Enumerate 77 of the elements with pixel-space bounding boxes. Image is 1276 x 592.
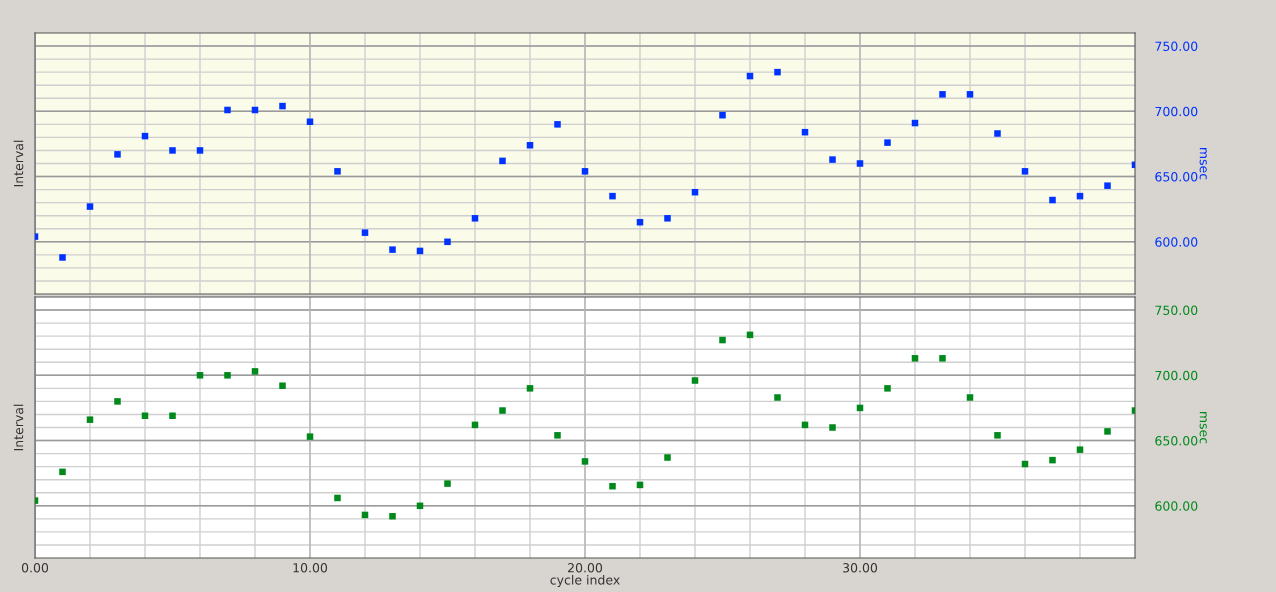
point xyxy=(966,394,974,401)
point xyxy=(609,192,616,200)
x-tick-label: 30.00 xyxy=(843,563,878,573)
y2-axis-title: msec xyxy=(1199,148,1207,180)
text: Interval xyxy=(13,404,24,451)
x-tick-label: 0.00 xyxy=(21,563,49,573)
point xyxy=(939,91,946,98)
point xyxy=(856,160,864,167)
point xyxy=(224,106,231,114)
point xyxy=(169,147,176,154)
y-tick-label: 600.00 xyxy=(1155,501,1198,511)
point xyxy=(444,480,451,487)
point xyxy=(224,372,231,379)
point xyxy=(196,372,204,379)
point xyxy=(114,151,121,158)
point xyxy=(251,368,259,375)
y-tick-label: 750.00 xyxy=(1155,41,1198,51)
point xyxy=(554,121,561,128)
y-tick-label: 650.00 xyxy=(1155,436,1198,446)
point xyxy=(499,157,506,165)
point xyxy=(499,407,506,414)
x-axis-title: cycle index xyxy=(550,574,620,588)
point xyxy=(86,203,94,210)
point xyxy=(59,468,66,476)
point xyxy=(471,215,479,222)
x-tick-label: 10.00 xyxy=(293,563,328,573)
point xyxy=(774,68,781,76)
point xyxy=(1021,168,1029,175)
point xyxy=(169,412,176,420)
point xyxy=(1049,456,1056,464)
point xyxy=(554,432,561,439)
text: Interval xyxy=(13,140,24,187)
point xyxy=(994,432,1001,439)
y-tick-label: 650.00 xyxy=(1155,172,1198,182)
point xyxy=(279,102,286,110)
point xyxy=(361,229,369,236)
y-tick-label: 600.00 xyxy=(1155,237,1198,247)
point xyxy=(994,130,1001,137)
x-tick-label: 20.00 xyxy=(568,563,603,573)
point xyxy=(334,494,341,502)
point xyxy=(389,512,396,520)
point xyxy=(664,215,671,222)
y-tick-label: 700.00 xyxy=(1155,106,1198,117)
point xyxy=(719,336,726,344)
point xyxy=(279,382,286,389)
point xyxy=(939,355,946,362)
point xyxy=(1104,428,1111,435)
point xyxy=(59,254,66,261)
y2-axis-title: msec xyxy=(1199,412,1207,444)
point xyxy=(581,458,589,465)
point xyxy=(774,394,781,401)
point xyxy=(609,482,616,490)
point xyxy=(86,416,94,423)
point xyxy=(829,424,836,431)
point xyxy=(664,454,671,461)
y-tick-label: 700.00 xyxy=(1155,370,1198,381)
point xyxy=(884,139,891,146)
point xyxy=(526,385,534,392)
point xyxy=(884,385,891,392)
point xyxy=(719,111,726,119)
point xyxy=(911,355,919,362)
point xyxy=(306,118,314,125)
point xyxy=(334,168,341,175)
point xyxy=(196,147,204,154)
point xyxy=(1076,446,1084,453)
point xyxy=(114,398,121,405)
point xyxy=(966,91,974,98)
point xyxy=(1104,182,1111,189)
point xyxy=(444,238,451,246)
point xyxy=(581,168,589,175)
point xyxy=(1049,196,1056,204)
point xyxy=(306,433,314,440)
point xyxy=(141,412,149,420)
point xyxy=(389,246,396,253)
point xyxy=(829,156,836,163)
point xyxy=(691,377,699,384)
y-tick-label: 750.00 xyxy=(1155,305,1198,315)
